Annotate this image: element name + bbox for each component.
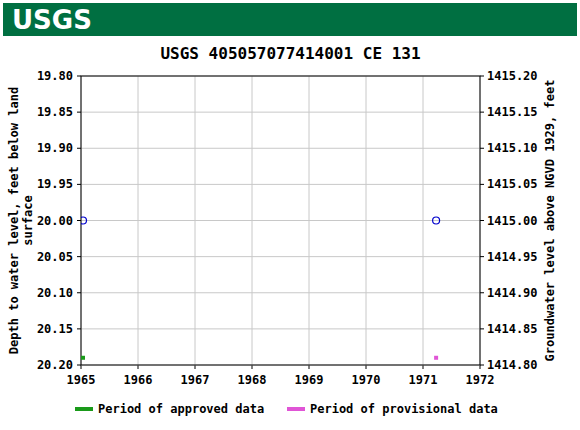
grid-line bbox=[81, 148, 480, 149]
tick-label: 19.80 bbox=[37, 69, 73, 83]
tick bbox=[480, 365, 484, 366]
tick-label: 1972 bbox=[466, 373, 495, 387]
logo: USGS bbox=[12, 5, 92, 35]
y-axis-label-line: surface bbox=[21, 195, 35, 246]
tick-label: 1415.20 bbox=[487, 69, 538, 83]
tick bbox=[77, 220, 81, 221]
legend-label: Period of provisional data bbox=[310, 402, 498, 416]
tick bbox=[423, 365, 424, 369]
tick bbox=[480, 112, 484, 113]
tick-label: 1971 bbox=[409, 373, 438, 387]
tick-label: 1967 bbox=[181, 373, 210, 387]
tick-label: 1970 bbox=[352, 373, 381, 387]
tick bbox=[480, 184, 484, 185]
legend-label: Period of approved data bbox=[98, 402, 264, 416]
plot-area bbox=[81, 76, 480, 365]
tick bbox=[480, 256, 484, 257]
tick-label: 1414.90 bbox=[487, 286, 538, 300]
tick-label: 1415.00 bbox=[487, 214, 538, 228]
marks bbox=[81, 217, 440, 360]
tick bbox=[77, 328, 81, 329]
legend-swatch bbox=[287, 407, 305, 411]
tick bbox=[480, 220, 484, 221]
y2-axis-label: Groundwater level above NGVD 1929, feet bbox=[543, 80, 557, 362]
y-axis-label: Depth to water level, feet below landsur… bbox=[7, 87, 35, 354]
grid-line bbox=[81, 112, 480, 113]
plot-frame bbox=[81, 76, 480, 365]
tick bbox=[77, 365, 81, 366]
tick bbox=[480, 365, 481, 369]
tick bbox=[480, 76, 484, 77]
chart: USGS USGS 405057077414001 CE 131 1965 1966 1… bbox=[0, 0, 580, 430]
grid-line bbox=[81, 292, 480, 293]
tick bbox=[480, 148, 484, 149]
grid-line bbox=[81, 256, 480, 257]
data-point bbox=[433, 217, 440, 224]
tick-label: 20.15 bbox=[37, 322, 73, 336]
tick-label: 20.05 bbox=[37, 250, 73, 264]
tick bbox=[77, 184, 81, 185]
tick-label: 19.95 bbox=[37, 177, 73, 191]
data-point bbox=[81, 217, 86, 224]
tick bbox=[77, 292, 81, 293]
tick-label: 1965 bbox=[67, 373, 96, 387]
tick bbox=[252, 365, 253, 369]
tick-label: 19.85 bbox=[37, 105, 73, 119]
tick-label: 1415.05 bbox=[487, 177, 538, 191]
tick-label: 1414.95 bbox=[487, 250, 538, 264]
tick-label: 1415.10 bbox=[487, 141, 538, 155]
tick-label: 19.90 bbox=[37, 141, 73, 155]
title: USGS 405057077414001 CE 131 bbox=[160, 44, 420, 63]
tick bbox=[77, 148, 81, 149]
tick-label: 20.20 bbox=[37, 358, 73, 372]
tick bbox=[77, 112, 81, 113]
tick bbox=[81, 365, 82, 369]
tick bbox=[77, 76, 81, 77]
tick-label: 1414.80 bbox=[487, 358, 538, 372]
tick bbox=[138, 365, 139, 369]
grid-line bbox=[81, 328, 480, 329]
y-axis-label-line: Depth to water level, feet below land bbox=[7, 87, 21, 354]
tick-label: 20.00 bbox=[37, 214, 73, 228]
tick bbox=[195, 365, 196, 369]
tick bbox=[480, 292, 484, 293]
tick bbox=[77, 256, 81, 257]
grid-line bbox=[81, 184, 480, 185]
grid-line bbox=[81, 220, 480, 221]
period-mark bbox=[81, 356, 85, 360]
tick bbox=[366, 365, 367, 369]
tick-label: 1968 bbox=[238, 373, 267, 387]
tick-label: 1415.15 bbox=[487, 105, 538, 119]
tick-label: 1966 bbox=[124, 373, 153, 387]
tick-label: 20.10 bbox=[37, 286, 73, 300]
period-mark bbox=[434, 356, 438, 360]
tick bbox=[480, 328, 484, 329]
tick-label: 1414.85 bbox=[487, 322, 538, 336]
tick-label: 1969 bbox=[295, 373, 324, 387]
legend-swatch bbox=[75, 407, 93, 411]
tick bbox=[309, 365, 310, 369]
header-bar bbox=[3, 3, 577, 36]
